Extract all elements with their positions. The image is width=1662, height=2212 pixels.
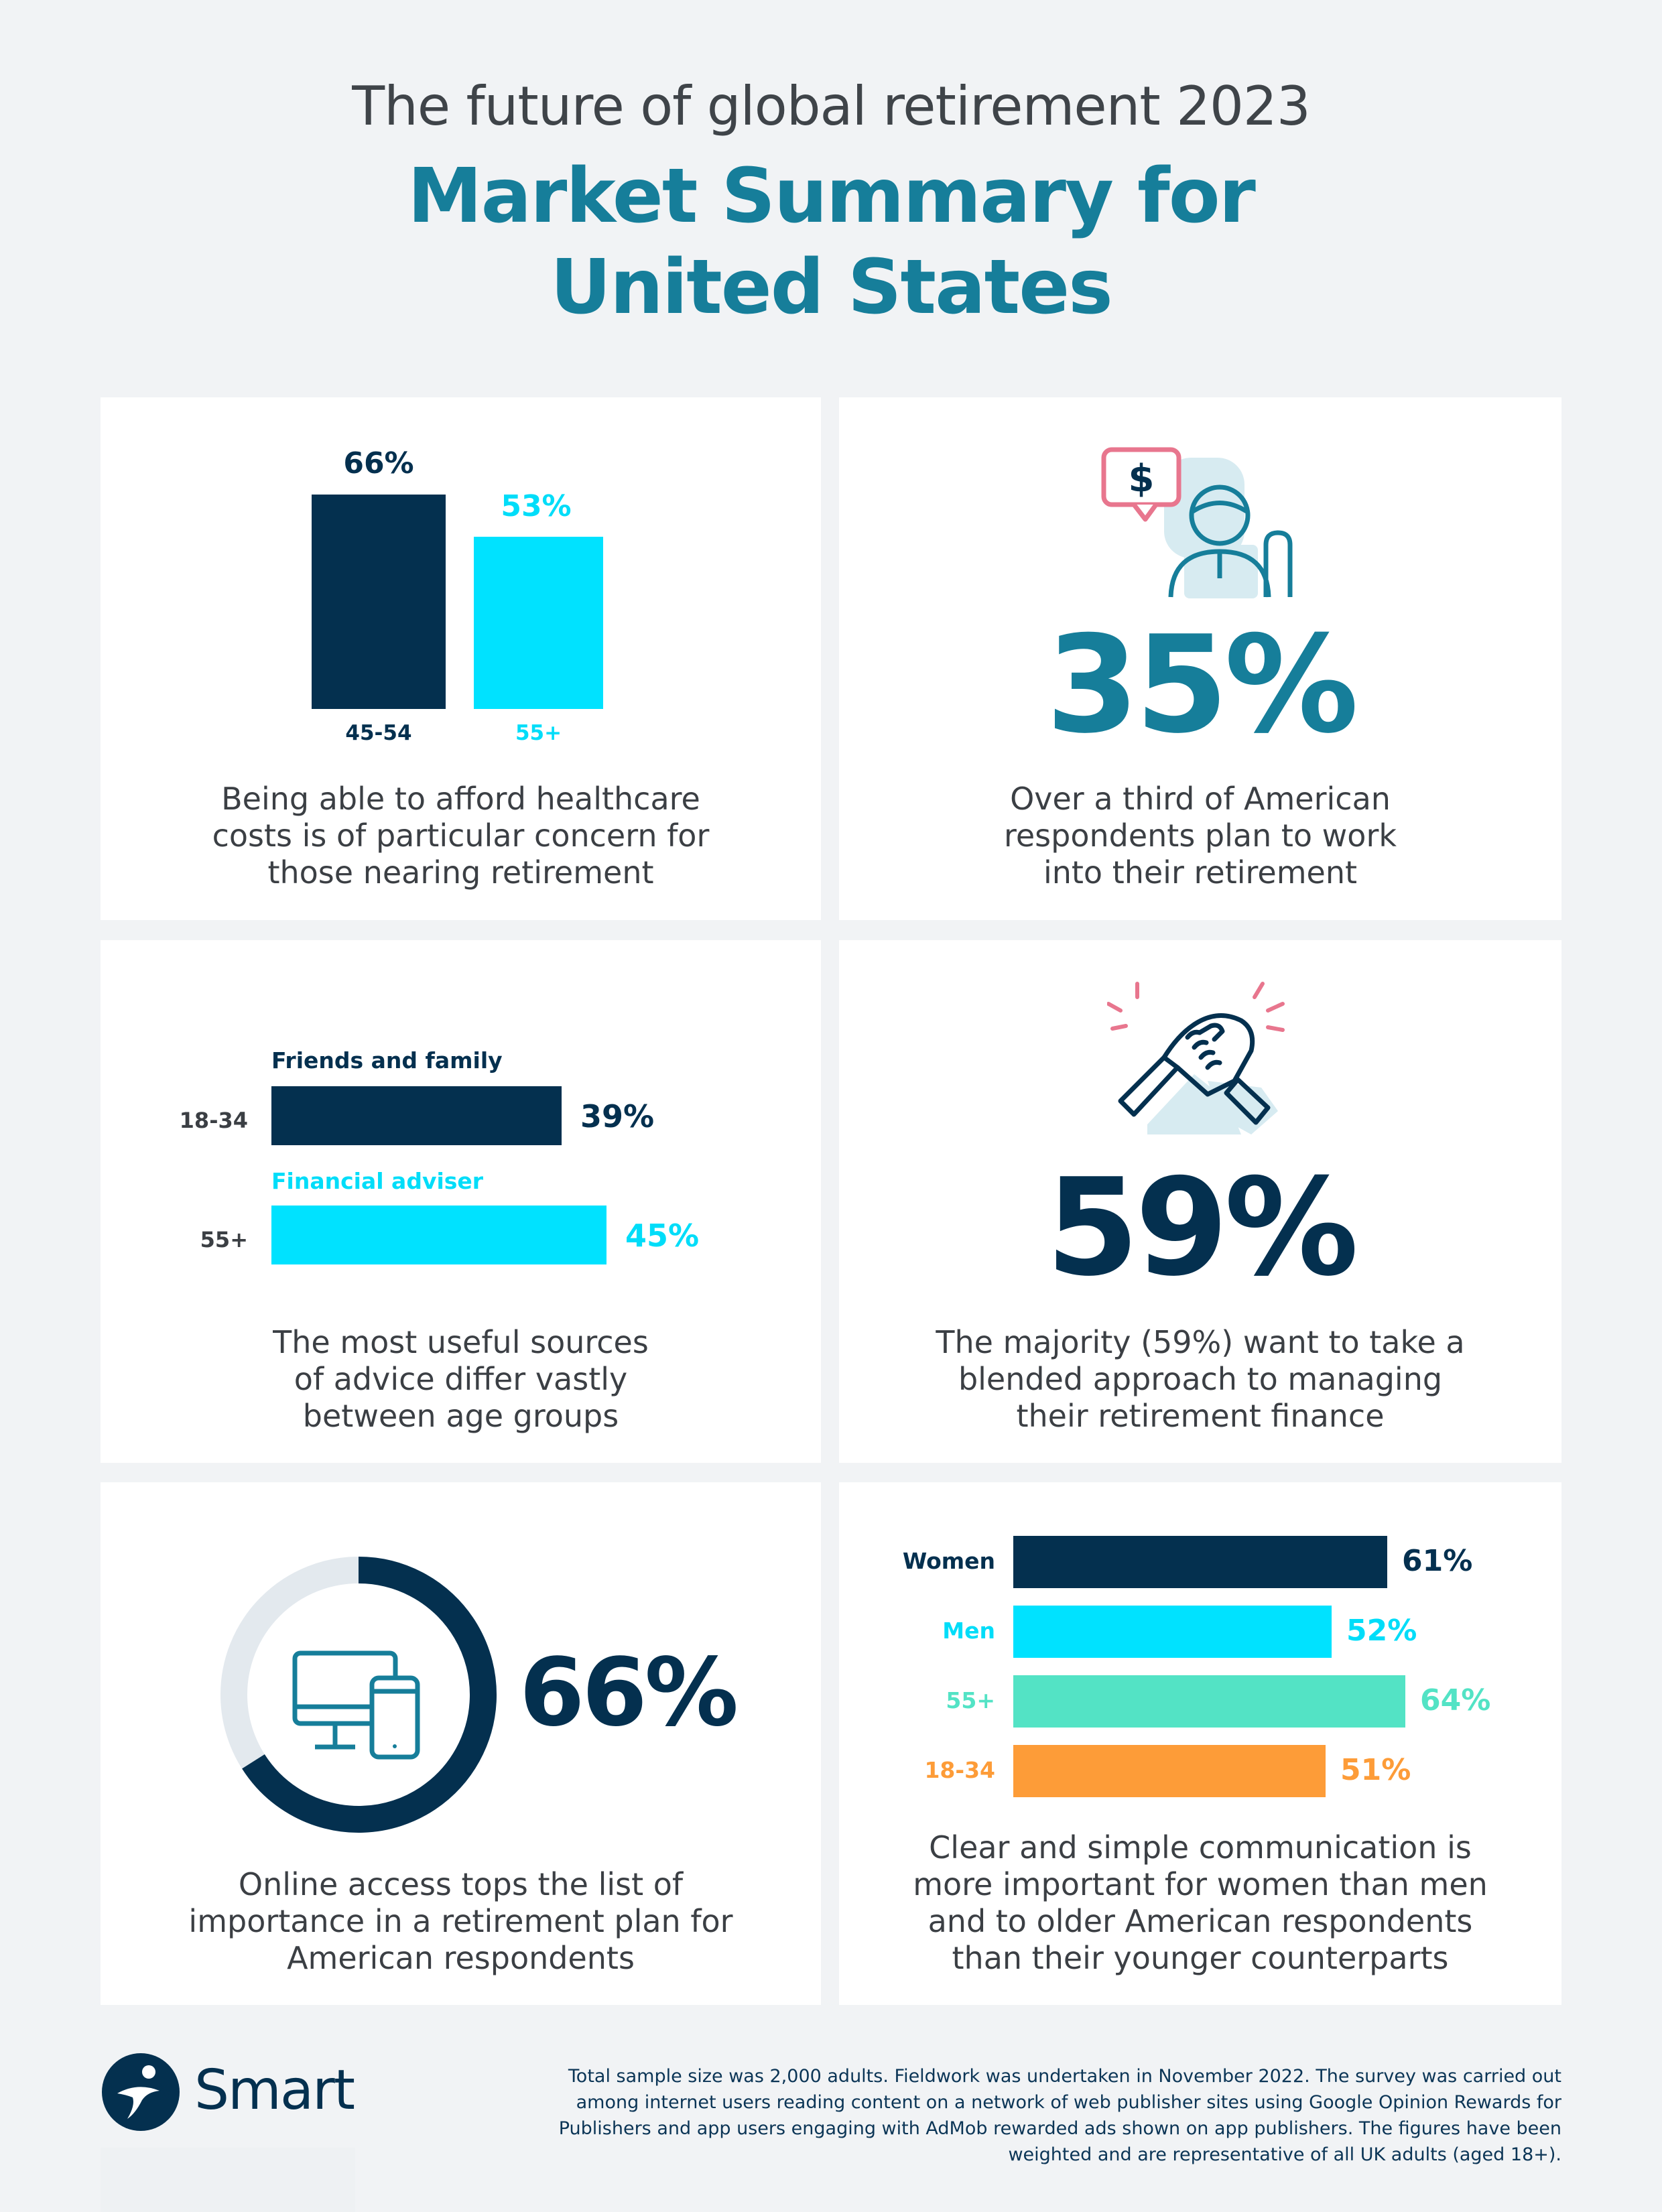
panel-advice: Friends and family 18-34 39% Financial a… (101, 940, 821, 1463)
caption-line: Over a third of American (1010, 781, 1391, 817)
caption-line: Clear and simple communication is (929, 1829, 1472, 1866)
caption-line: respondents plan to work (1003, 818, 1397, 854)
panel-work-into-retirement: $ 35% Over a third of American responden… (839, 397, 1561, 920)
bar-55plus (1013, 1675, 1405, 1728)
value-friends-family: 39% (580, 1098, 655, 1134)
bar-men (1013, 1606, 1332, 1658)
page-title-line-2: United States (550, 244, 1113, 331)
panel-communication: Women 61% Men 52% 55+ 64% 18-34 51% Clea… (839, 1482, 1561, 2005)
caption-line: Being able to afford healthcare (221, 781, 700, 817)
footer-note: Total sample size was 2,000 adults. Fiel… (558, 2066, 1561, 2165)
caption-communication: Clear and simple communication is more i… (839, 1829, 1561, 1977)
caption-work: Over a third of American respondents pla… (839, 781, 1561, 891)
bar-women (1013, 1536, 1387, 1588)
page-title: Market Summary for United States (0, 151, 1662, 333)
caption-healthcare: Being able to afford healthcare costs is… (101, 781, 821, 891)
category-18-34: 18-34 (179, 1108, 248, 1133)
handshake-icon (1107, 982, 1285, 1134)
stat-35-percent: 35% (1045, 607, 1359, 763)
donut-arc-online-access (242, 1557, 497, 1833)
worker-money-icon: $ (1101, 447, 1293, 598)
panel-healthcare: 66% 53% 45-54 55+ Being able to afford h… (101, 397, 821, 920)
bar-55plus (474, 537, 603, 709)
category-men: Men (942, 1618, 995, 1644)
value-financial-adviser: 45% (625, 1218, 700, 1254)
bar-friends-family (271, 1086, 562, 1145)
caption-line: more important for women than men (913, 1866, 1488, 1902)
caption-line: between age groups (302, 1398, 619, 1434)
category-45-54: 45-54 (345, 721, 412, 745)
caption-advice: The most useful sources of advice differ… (101, 1324, 821, 1435)
bar-financial-adviser (271, 1206, 606, 1264)
donut-chart (220, 1557, 497, 1833)
svg-text:$: $ (1129, 457, 1155, 501)
phone-icon (369, 1675, 420, 1760)
panel-blended-approach: 59% The majority (59%) want to take a bl… (839, 940, 1561, 1463)
category-18-34: 18-34 (924, 1757, 995, 1783)
value-18-34: 51% (1340, 1753, 1411, 1787)
category-women: Women (902, 1548, 995, 1574)
smart-logo-text: Smart (194, 2059, 355, 2122)
category-55plus: 55+ (946, 1687, 995, 1713)
caption-line: American respondents (287, 1940, 635, 1976)
caption-line: those nearing retirement (267, 854, 654, 891)
category-55plus: 55+ (515, 721, 562, 745)
caption-line: The most useful sources (273, 1324, 649, 1360)
panel-online-access: 66% Online access tops the list of impor… (101, 1482, 821, 2005)
caption-line: importance in a retirement plan for (188, 1903, 733, 1939)
value-55plus: 64% (1420, 1683, 1491, 1717)
series-label-friends-family: Friends and family (271, 1047, 503, 1074)
caption-blended: The majority (59%) want to take a blende… (839, 1324, 1561, 1435)
value-men: 52% (1346, 1614, 1417, 1648)
bar-45-54 (312, 495, 446, 709)
bar-18-34 (1013, 1745, 1326, 1797)
caption-line: of advice differ vastly (294, 1361, 628, 1397)
caption-line: than their younger counterparts (952, 1940, 1449, 1976)
smart-logo-icon (102, 2053, 180, 2131)
caption-line: The majority (59%) want to take a (936, 1324, 1465, 1360)
category-55plus: 55+ (200, 1227, 248, 1252)
caption-line: blended approach to managing (958, 1361, 1443, 1397)
caption-online: Online access tops the list of importanc… (101, 1866, 821, 1977)
footer-placeholder-bar (101, 2148, 355, 2212)
caption-line: Online access tops the list of (238, 1866, 684, 1902)
smart-logo[interactable]: Smart (101, 2052, 355, 2132)
series-label-financial-adviser: Financial adviser (271, 1168, 484, 1194)
value-women: 61% (1402, 1544, 1473, 1578)
caption-line: into their retirement (1043, 854, 1358, 891)
stat-59-percent: 59% (1045, 1150, 1359, 1306)
page-title-line-1: Market Summary for (407, 153, 1256, 240)
caption-line: costs is of particular concern for (212, 818, 710, 854)
caption-line: and to older American respondents (928, 1903, 1473, 1939)
subtitle: The future of global retirement 2023 (352, 75, 1310, 137)
bar-label-55plus: 53% (501, 489, 572, 523)
caption-line: their retirement finance (1016, 1398, 1385, 1434)
bar-label-45-54: 66% (343, 446, 414, 480)
stat-66-percent: 66% (519, 1638, 739, 1748)
